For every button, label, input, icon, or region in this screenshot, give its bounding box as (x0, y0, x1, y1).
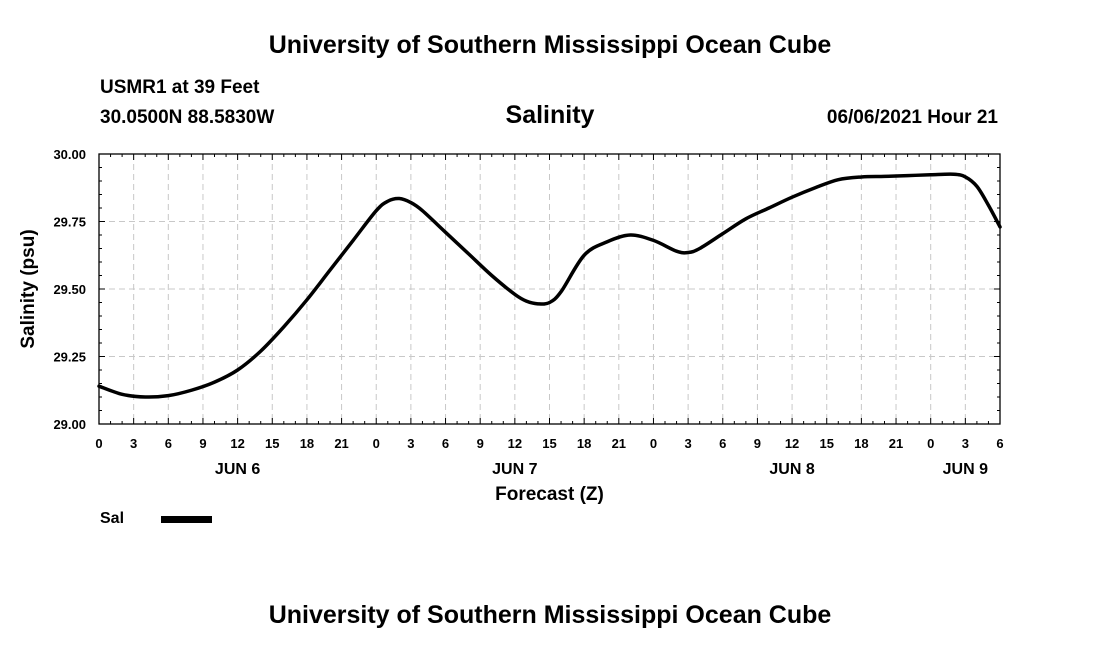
station-label: USMR1 at 39 Feet (100, 77, 260, 98)
coordinates-label: 30.0500N 88.5830W (100, 107, 275, 128)
day-label-2: JUN 8 (769, 461, 814, 478)
footer-title: University of Southern Mississippi Ocean… (268, 601, 832, 629)
x-tick-label-16: 0 (650, 436, 657, 451)
x-tick-label-12: 12 (508, 436, 522, 451)
x-tick-label-6: 18 (300, 436, 314, 451)
y-tick-label-4: 30.00 (53, 147, 86, 162)
timestamp-label: 06/06/2021 Hour 21 (826, 107, 998, 128)
x-tick-label-21: 15 (819, 436, 833, 451)
x-axis-title: Forecast (Z) (495, 484, 604, 505)
y-tick-label-2: 29.50 (53, 282, 86, 297)
x-tick-label-25: 3 (962, 436, 969, 451)
x-tick-label-8: 0 (373, 436, 380, 451)
y-tick-label-3: 29.75 (53, 215, 86, 230)
day-label-0: JUN 6 (215, 461, 260, 478)
x-tick-label-14: 18 (577, 436, 591, 451)
x-tick-label-5: 15 (265, 436, 279, 451)
legend-label-sal: Sal (100, 510, 125, 527)
y-tick-label-1: 29.25 (53, 350, 86, 365)
x-tick-label-13: 15 (542, 436, 556, 451)
day-label-1: JUN 7 (492, 461, 537, 478)
x-tick-label-7: 21 (334, 436, 348, 451)
x-tick-label-1: 3 (130, 436, 137, 451)
x-tick-label-2: 6 (165, 436, 172, 451)
x-tick-label-11: 9 (477, 436, 484, 451)
x-tick-label-22: 18 (854, 436, 868, 451)
day-label-3: JUN 9 (943, 461, 988, 478)
y-tick-label-0: 29.00 (53, 417, 86, 432)
legend-swatch-sal (161, 516, 212, 523)
x-tick-label-0: 0 (95, 436, 102, 451)
x-tick-label-18: 6 (719, 436, 726, 451)
x-tick-label-17: 3 (684, 436, 691, 451)
y-axis-title: Salinity (psu) (18, 229, 39, 348)
x-tick-label-26: 6 (996, 436, 1003, 451)
x-tick-label-4: 12 (230, 436, 244, 451)
chart-title: Salinity (505, 101, 595, 129)
x-tick-label-10: 6 (442, 436, 449, 451)
x-tick-label-19: 9 (754, 436, 761, 451)
x-tick-label-15: 21 (612, 436, 626, 451)
x-tick-label-24: 0 (927, 436, 934, 451)
page-title: University of Southern Mississippi Ocean… (268, 31, 832, 59)
x-tick-label-3: 9 (199, 436, 206, 451)
x-tick-label-9: 3 (407, 436, 414, 451)
x-tick-label-23: 21 (889, 436, 903, 451)
series-line-sal (97, 172, 1002, 399)
x-tick-label-20: 12 (785, 436, 799, 451)
